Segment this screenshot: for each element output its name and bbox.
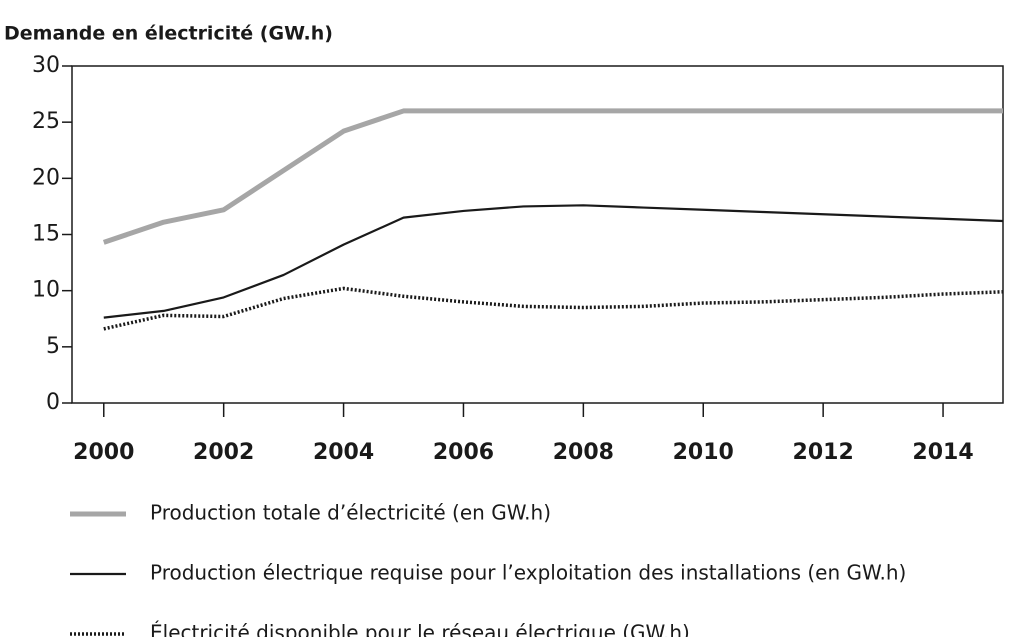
x-tick-label: 2002 bbox=[193, 440, 254, 465]
x-tick-label: 2000 bbox=[73, 440, 134, 465]
x-tick-label: 2006 bbox=[433, 440, 494, 465]
y-tick-label: 30 bbox=[32, 53, 60, 78]
legend-label: Électricité disponible pour le réseau él… bbox=[150, 621, 690, 637]
x-tick-label: 2010 bbox=[673, 440, 734, 465]
x-tick-label: 2012 bbox=[793, 440, 854, 465]
x-tick-label: 2004 bbox=[313, 440, 374, 465]
y-tick-label: 25 bbox=[32, 109, 60, 134]
y-tick-label: 20 bbox=[32, 165, 60, 190]
legend-label: Production totale d’électricité (en GW.h… bbox=[150, 501, 551, 525]
y-tick-label: 5 bbox=[46, 334, 60, 359]
line-series bbox=[102, 108, 1003, 245]
plot-frame bbox=[71, 65, 1004, 404]
line-series bbox=[103, 204, 1004, 319]
line-series bbox=[103, 286, 1004, 331]
y-tick-label: 0 bbox=[46, 390, 60, 415]
y-tick-label: 15 bbox=[32, 222, 60, 247]
x-tick-label: 2014 bbox=[912, 440, 973, 465]
legend-label: Production électrique requise pour l’exp… bbox=[150, 561, 906, 585]
x-tick-label: 2008 bbox=[553, 440, 614, 465]
chart-title: Demande en électricité (GW.h) bbox=[4, 23, 333, 45]
y-tick-label: 10 bbox=[32, 278, 60, 303]
